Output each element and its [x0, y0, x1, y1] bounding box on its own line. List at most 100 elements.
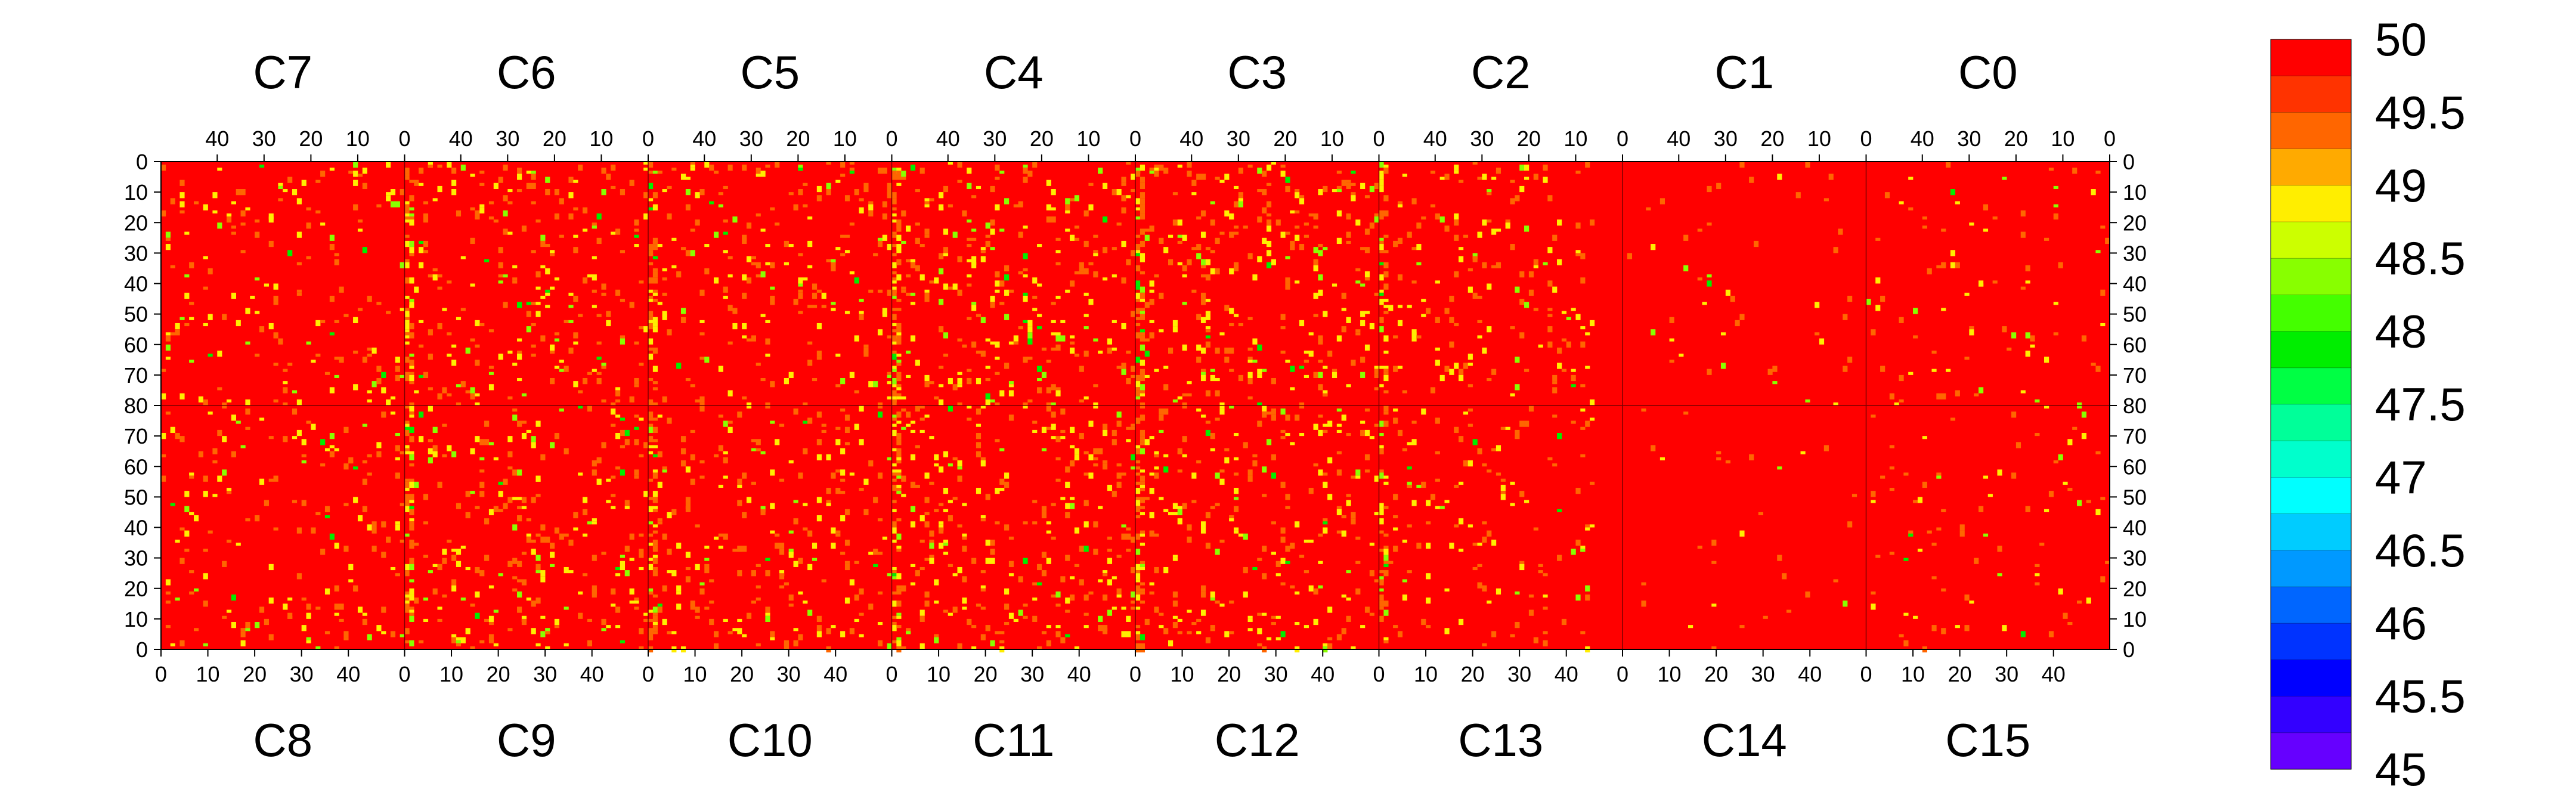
heatmap-cell: [470, 491, 475, 494]
heatmap-cell: [1172, 399, 1178, 403]
heatmap-cell: [357, 174, 363, 177]
heatmap-cell: [652, 621, 658, 626]
heatmap-cell: [816, 411, 822, 418]
heatmap-cell: [353, 588, 358, 592]
heatmap-cell: [1135, 445, 1141, 451]
heatmap-cell: [1871, 491, 1876, 497]
heatmap-cell: [488, 201, 494, 205]
heatmap-cell: [812, 292, 818, 299]
heatmap-cell: [259, 326, 265, 333]
heatmap-cell: [891, 219, 897, 223]
heatmap-cell: [283, 189, 288, 193]
heatmap-cell: [985, 366, 990, 369]
chip-label-bottom: C13: [1458, 714, 1543, 766]
heatmap-cell: [775, 439, 780, 445]
heatmap-cell: [404, 234, 410, 238]
heatmap-cell: [1379, 250, 1384, 253]
heatmap-cell: [742, 323, 747, 330]
heatmap-cell: [409, 207, 414, 210]
heatmap-cell: [554, 338, 560, 342]
heatmap-cell: [840, 253, 846, 256]
heatmap-cell: [1159, 237, 1164, 244]
heatmap-cell: [1290, 240, 1295, 247]
heatmap-cell: [587, 640, 593, 646]
heatmap-cell: [756, 448, 761, 451]
heatmap-cell: [1238, 192, 1243, 196]
heatmap-cell: [400, 503, 405, 506]
heatmap-cell: [283, 436, 288, 442]
x-tick-label-bottom: 30: [777, 662, 801, 686]
heatmap-cell: [854, 618, 859, 622]
heatmap-cell: [1383, 420, 1389, 427]
heatmap-cell: [1510, 634, 1515, 637]
heatmap-cell: [1702, 302, 1707, 305]
y-tick-label: 30: [2123, 241, 2147, 265]
heatmap-cell: [1411, 198, 1417, 205]
heatmap-cell: [545, 646, 550, 649]
heatmap-cell: [404, 433, 410, 436]
heatmap-cell: [1992, 216, 1998, 220]
heatmap-cell: [409, 539, 414, 543]
heatmap-cell: [896, 457, 902, 461]
heatmap-cell: [1304, 570, 1309, 574]
x-tick-label-bottom: 30: [1264, 662, 1288, 686]
heatmap-cell: [512, 497, 518, 500]
heatmap-cell: [428, 439, 433, 442]
heatmap-cell: [685, 204, 691, 210]
heatmap-cell: [203, 573, 208, 580]
heatmap-cell: [859, 588, 864, 595]
heatmap-cell: [1959, 530, 1965, 537]
heatmap-cell: [1140, 207, 1145, 213]
heatmap-cell: [1580, 253, 1586, 259]
heatmap-cell: [671, 168, 677, 171]
heatmap-cell: [1852, 494, 1857, 497]
heatmap-cell: [395, 357, 400, 360]
heatmap-cell: [1922, 436, 1927, 439]
heatmap-cell: [919, 609, 925, 616]
heatmap-cell: [1247, 357, 1253, 360]
heatmap-cell: [798, 168, 803, 171]
heatmap-cell: [1107, 609, 1113, 616]
heatmap-cell: [475, 344, 480, 348]
heatmap-cell: [1126, 259, 1131, 265]
heatmap-cell: [1383, 195, 1389, 202]
heatmap-cell: [521, 615, 527, 622]
heatmap-cell: [657, 414, 662, 418]
heatmap-cell: [1041, 372, 1047, 378]
heatmap-cell: [432, 451, 438, 457]
heatmap-cell: [1271, 615, 1276, 619]
heatmap-cell: [1379, 384, 1384, 388]
heatmap-cell: [990, 228, 995, 235]
heatmap-cell: [409, 374, 414, 382]
heatmap-cell: [198, 396, 204, 403]
heatmap-cell: [1510, 481, 1515, 485]
heatmap-cell: [442, 308, 447, 311]
heatmap-cell: [419, 320, 424, 323]
heatmap-cell: [1543, 573, 1548, 577]
y-tick-label: 70: [2123, 424, 2147, 448]
heatmap-cell: [517, 515, 522, 522]
heatmap-cell: [695, 524, 700, 528]
heatmap-cell: [1346, 231, 1351, 238]
heatmap-cell: [1032, 162, 1038, 168]
heatmap-cell: [479, 570, 485, 577]
heatmap-cell: [1346, 182, 1351, 190]
heatmap-cell: [1140, 506, 1145, 509]
heatmap-cell: [334, 646, 339, 649]
heatmap-cell: [919, 405, 925, 409]
heatmap-cell: [1210, 369, 1215, 372]
heatmap-cell: [1149, 488, 1154, 494]
heatmap-cell: [423, 201, 429, 205]
heatmap-cell: [980, 570, 986, 574]
heatmap-cell: [596, 341, 602, 345]
heatmap-cell: [273, 399, 278, 403]
heatmap-cell: [1280, 527, 1286, 534]
heatmap-cell: [948, 564, 953, 567]
heatmap-cell: [999, 488, 1005, 491]
heatmap-cell: [1271, 377, 1276, 385]
heatmap-cell: [929, 481, 934, 485]
heatmap-cell: [1397, 366, 1403, 369]
heatmap-cell: [1969, 326, 1974, 330]
y-tick-label: 40: [2123, 516, 2147, 540]
heatmap-cell: [919, 539, 925, 543]
